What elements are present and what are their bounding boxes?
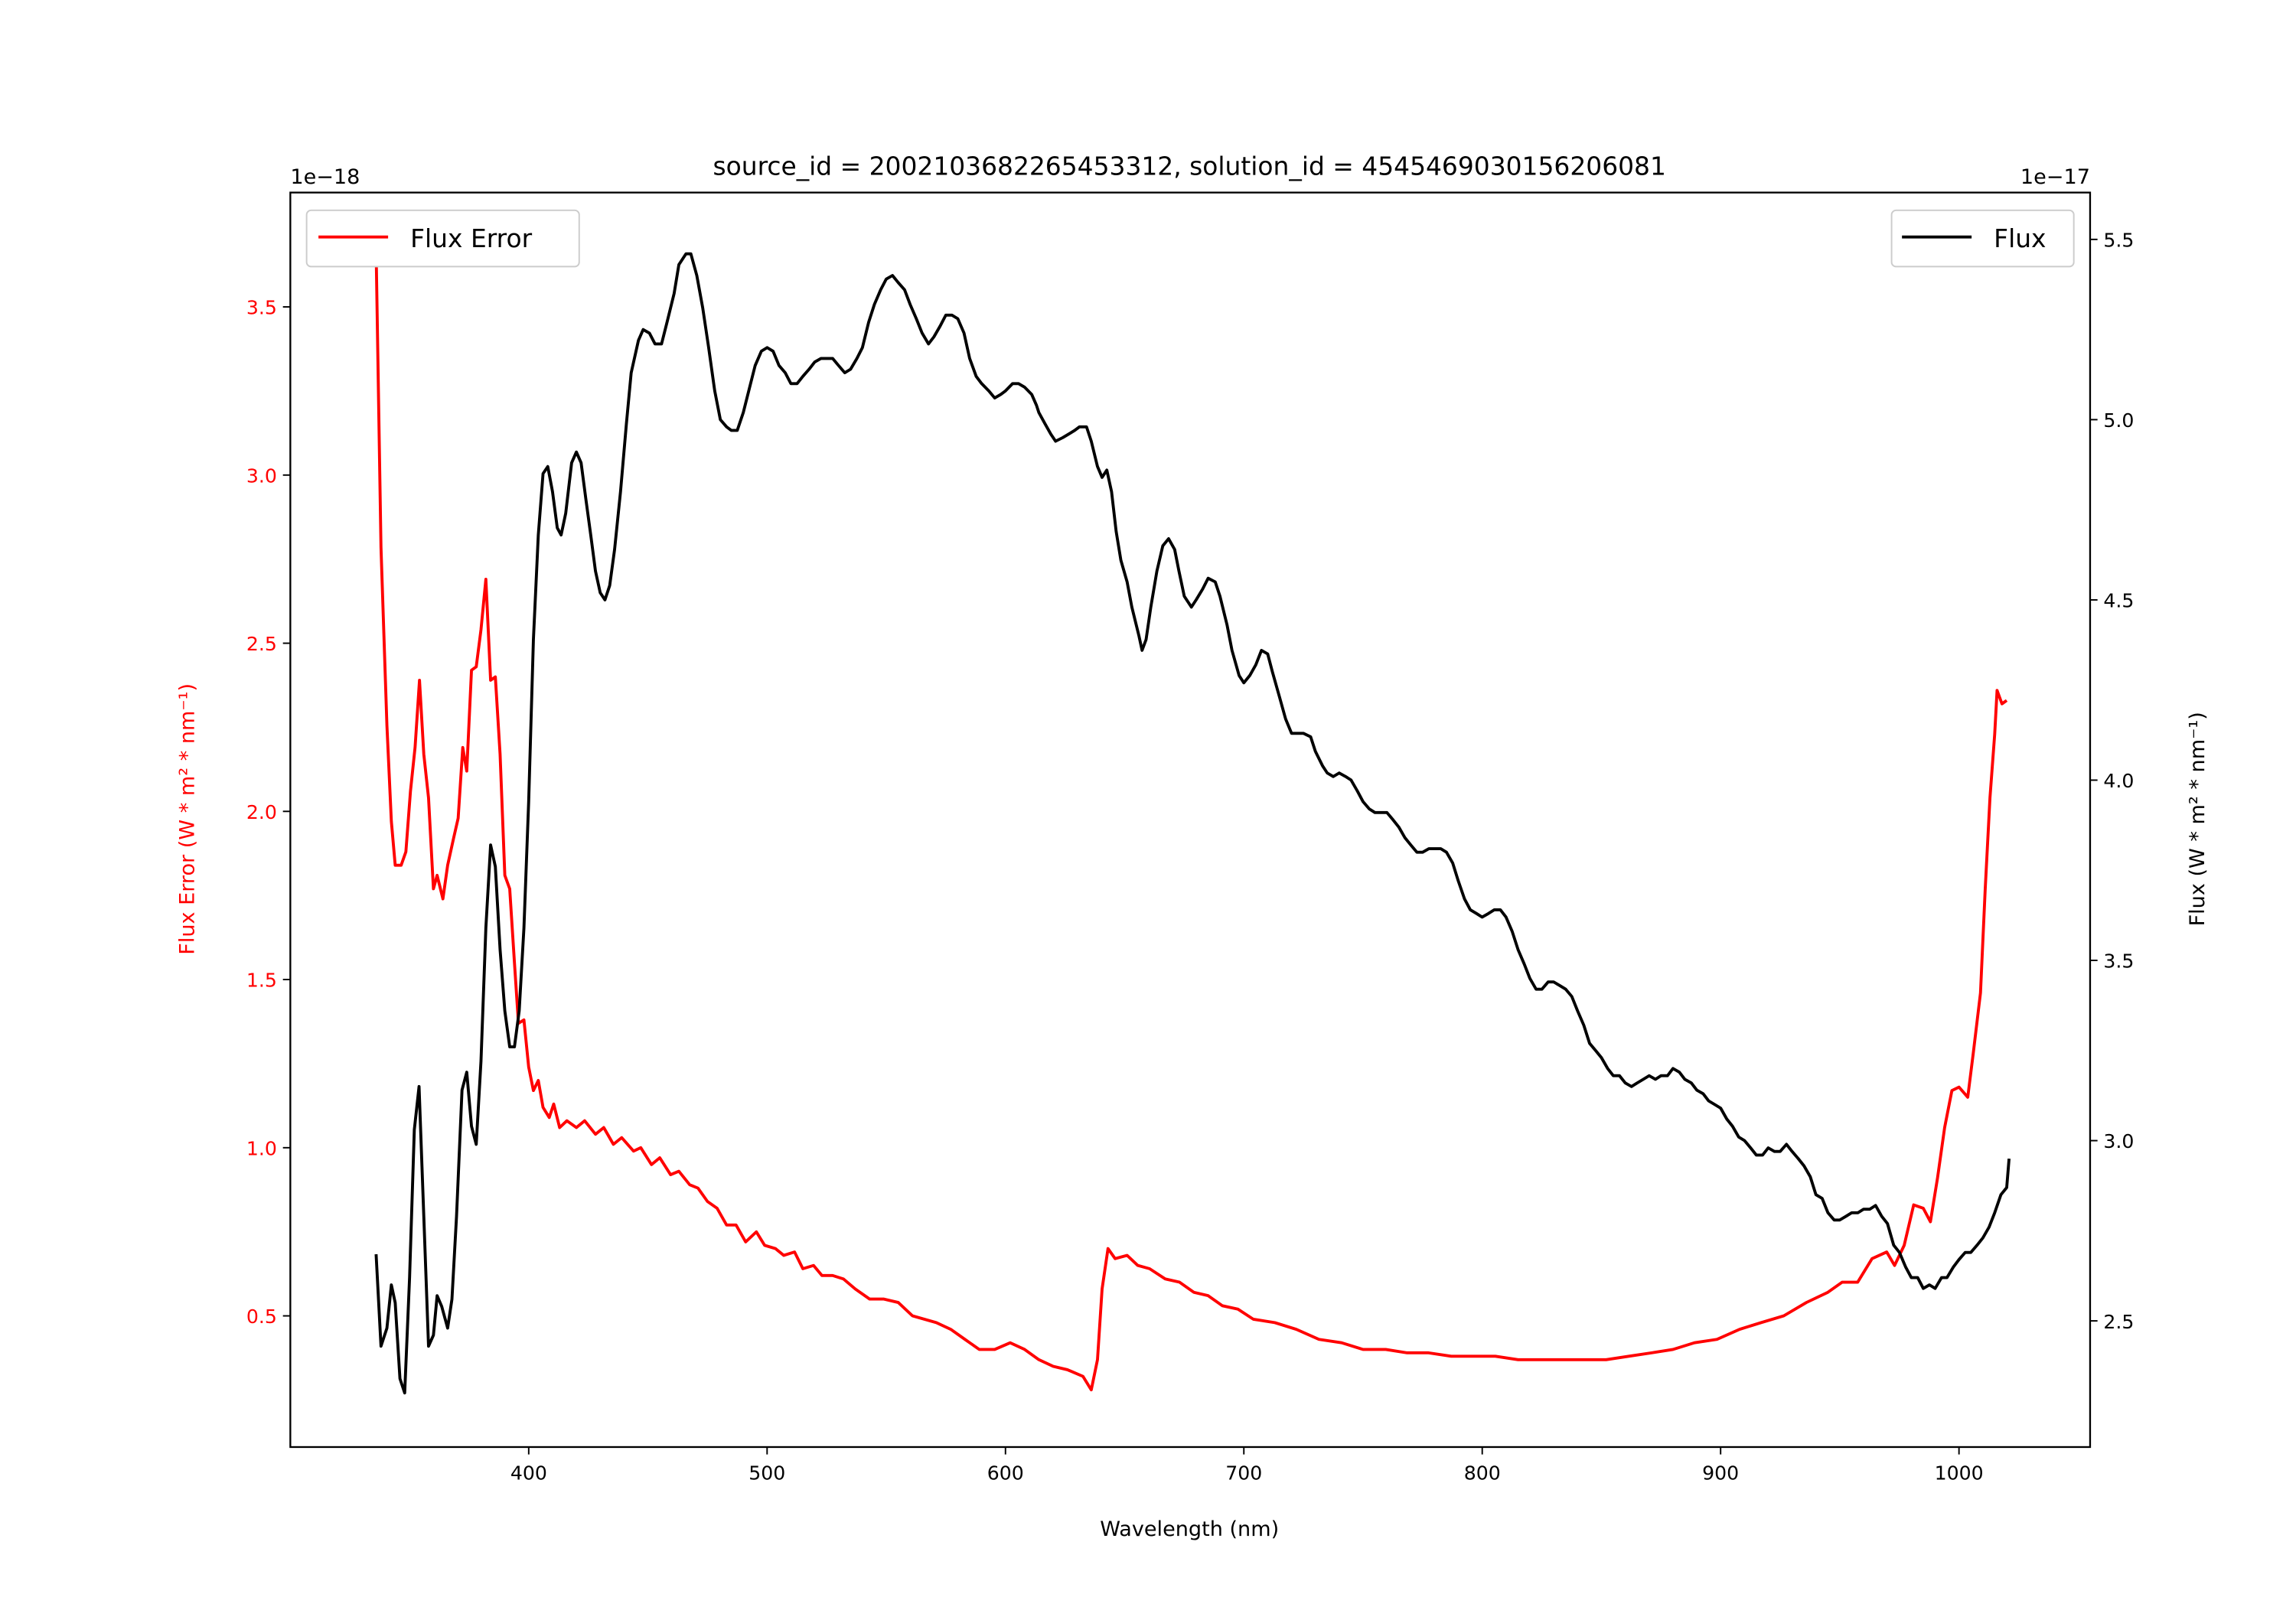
- x-axis-label: Wavelength (nm): [1100, 1517, 1279, 1541]
- x-tick-label: 700: [1225, 1462, 1262, 1485]
- series-line-flux: [374, 252, 2011, 1395]
- right-y-tick-label: 2.5: [2103, 1311, 2134, 1333]
- ticks: 400 500 600 700 800 900 1000 0.5 1.0 1.5 2.0 2.5 3.0…: [246, 230, 2134, 1485]
- left-y-tick-label: 1.0: [246, 1137, 277, 1159]
- chart-title: source_id = 2002103682265453312, solutio…: [713, 151, 1665, 181]
- left-y-tick-label: 2.5: [246, 633, 277, 655]
- right-y-tick-label: 5.5: [2103, 230, 2134, 252]
- plot-area: [374, 249, 2011, 1395]
- x-tick-label: 600: [987, 1462, 1024, 1485]
- x-tick-label: 400: [510, 1462, 547, 1485]
- legend-box: [305, 209, 580, 268]
- x-tick-label: 800: [1464, 1462, 1501, 1485]
- legend-label-flux-error: Flux Error: [410, 223, 532, 253]
- left-y-tick-label: 3.0: [246, 464, 277, 487]
- right-y-tick-label: 4.0: [2103, 770, 2134, 792]
- legend-flux: Flux: [1890, 209, 2075, 268]
- right-y-tick-label: 3.0: [2103, 1130, 2134, 1152]
- x-tick-label: 900: [1702, 1462, 1739, 1485]
- axes-frame: [289, 191, 2092, 1449]
- right-y-tick-label: 3.5: [2103, 950, 2134, 973]
- left-offset-label: 1e−18: [290, 165, 360, 189]
- left-y-axis-label: Flux Error (W * m² * nm⁻¹): [176, 683, 200, 955]
- x-tick-label: 1000: [1935, 1462, 1984, 1485]
- left-y-tick-label: 0.5: [246, 1305, 277, 1328]
- right-y-tick-label: 4.5: [2103, 590, 2134, 612]
- legend-flux-error: Flux Error: [305, 209, 580, 268]
- legend-label-flux: Flux: [1994, 223, 2046, 253]
- right-y-tick-label: 5.0: [2103, 409, 2134, 432]
- series-line-flux-error: [374, 249, 2008, 1392]
- left-y-tick-label: 1.5: [246, 970, 277, 992]
- x-tick-label: 500: [748, 1462, 785, 1485]
- left-y-tick-label: 2.0: [246, 801, 277, 823]
- right-offset-label: 1e−17: [2020, 165, 2090, 189]
- left-y-tick-label: 3.5: [246, 297, 277, 319]
- legend-box: [1890, 209, 2075, 268]
- right-y-axis-label: Flux (W * m² * nm⁻¹): [2186, 712, 2210, 926]
